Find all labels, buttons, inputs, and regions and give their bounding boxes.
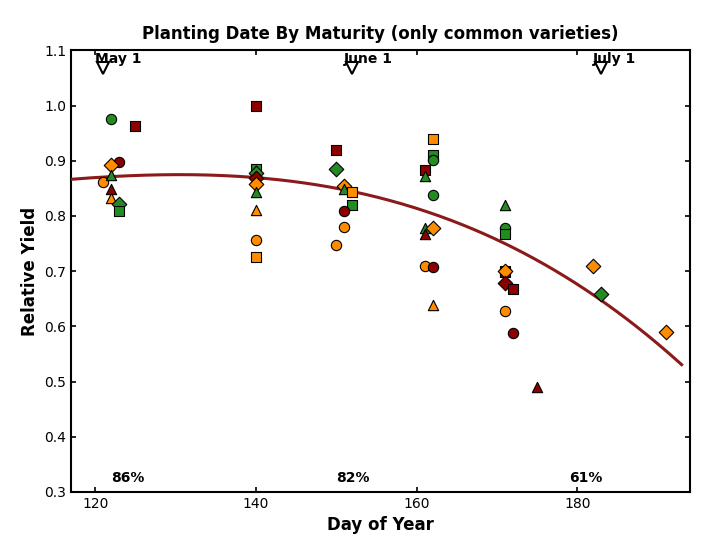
Text: July 1: July 1 bbox=[593, 52, 636, 66]
Point bbox=[419, 171, 430, 180]
Point bbox=[499, 267, 510, 276]
Point bbox=[499, 224, 510, 233]
Point bbox=[427, 191, 438, 200]
Point bbox=[427, 301, 438, 310]
Point bbox=[587, 261, 599, 270]
Point bbox=[499, 306, 510, 315]
Point bbox=[427, 224, 438, 233]
Point bbox=[338, 207, 350, 216]
Point bbox=[114, 200, 125, 209]
Point bbox=[338, 185, 350, 194]
Point bbox=[250, 188, 262, 197]
Point bbox=[427, 134, 438, 143]
Point bbox=[250, 179, 262, 188]
Point bbox=[331, 240, 342, 249]
Point bbox=[250, 235, 262, 244]
Point bbox=[499, 268, 510, 277]
Point bbox=[114, 207, 125, 216]
Y-axis label: Relative Yield: Relative Yield bbox=[21, 207, 38, 335]
Point bbox=[419, 229, 430, 238]
Point bbox=[338, 181, 350, 190]
Point bbox=[660, 328, 671, 337]
Point bbox=[331, 164, 342, 173]
Point bbox=[105, 115, 117, 124]
Point bbox=[419, 165, 430, 174]
Text: June 1: June 1 bbox=[344, 52, 393, 66]
Point bbox=[250, 168, 262, 177]
Point bbox=[427, 262, 438, 271]
Point bbox=[331, 145, 342, 154]
Point bbox=[105, 185, 117, 194]
Point bbox=[499, 279, 510, 288]
Text: May 1: May 1 bbox=[95, 52, 141, 66]
Point bbox=[499, 229, 510, 238]
Point bbox=[419, 224, 430, 233]
Title: Planting Date By Maturity (only common varieties): Planting Date By Maturity (only common v… bbox=[142, 25, 619, 43]
Point bbox=[250, 174, 262, 183]
Text: 61%: 61% bbox=[570, 471, 602, 485]
Point bbox=[105, 160, 117, 169]
Point bbox=[507, 329, 518, 338]
Point bbox=[596, 290, 607, 299]
Text: 86%: 86% bbox=[111, 471, 144, 485]
Point bbox=[346, 188, 358, 197]
X-axis label: Day of Year: Day of Year bbox=[327, 517, 434, 534]
Point bbox=[531, 382, 542, 391]
Point bbox=[338, 222, 350, 231]
Text: 82%: 82% bbox=[336, 471, 370, 485]
Point bbox=[499, 200, 510, 209]
Point bbox=[499, 267, 510, 276]
Point bbox=[114, 157, 125, 166]
Point bbox=[105, 193, 117, 202]
Point bbox=[507, 285, 518, 293]
Point bbox=[105, 170, 117, 179]
Point bbox=[346, 200, 358, 209]
Point bbox=[250, 253, 262, 262]
Point bbox=[419, 261, 430, 270]
Point bbox=[250, 101, 262, 110]
Point bbox=[250, 164, 262, 173]
Point bbox=[427, 155, 438, 164]
Point bbox=[97, 177, 109, 186]
Point bbox=[427, 151, 438, 160]
Point bbox=[250, 206, 262, 215]
Point bbox=[129, 121, 141, 130]
